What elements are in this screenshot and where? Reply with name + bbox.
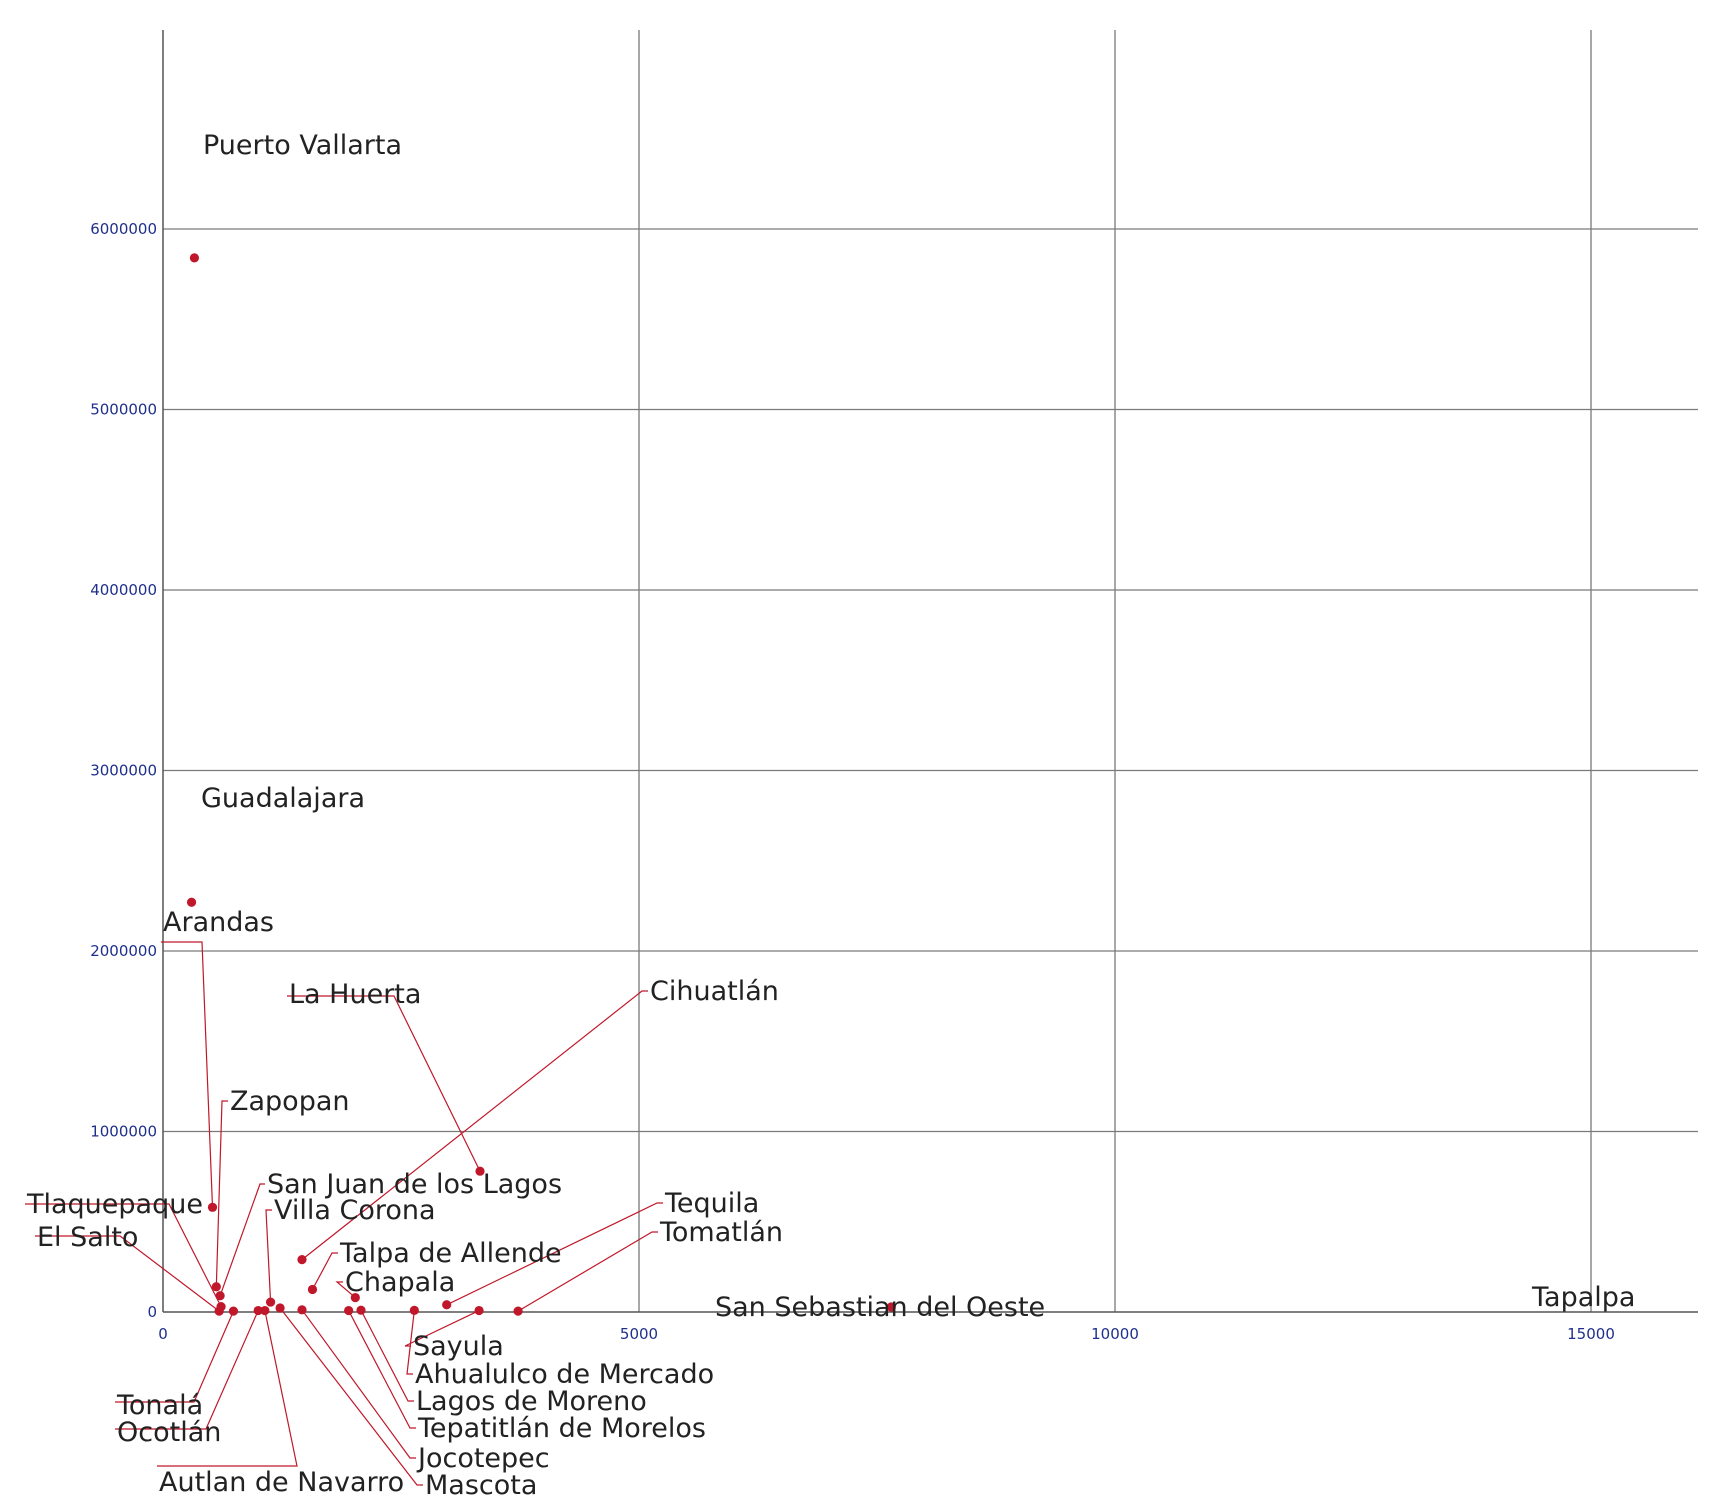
leader-line-arandas bbox=[161, 941, 214, 1208]
point-labels: Puerto Vallarta Guadalajara Arandas La Huer… bbox=[26, 130, 1635, 1501]
leader-line-lagos-de-moreno bbox=[360, 1309, 414, 1402]
leader-line-talpa-de-allende bbox=[311, 1252, 338, 1290]
leader-line-ahualulco-de-mercado bbox=[406, 1310, 415, 1375]
data-point-cihuatlan bbox=[297, 1255, 307, 1265]
leader-line-san-juan-de-los-lagos bbox=[219, 1183, 265, 1296]
point-label-cihuatlan: Cihuatlán bbox=[650, 976, 779, 1007]
tick-labels: 0500010000150002000001000000200000030000… bbox=[90, 220, 1615, 1343]
leader-line-tonala bbox=[115, 1310, 234, 1403]
point-label-talpa-de-allende: Talpa de Allende bbox=[339, 1238, 562, 1269]
leader-line-tomatlan bbox=[517, 1231, 658, 1312]
y-tick-label: 3000000 bbox=[90, 762, 157, 780]
x-tick-label: 15000 bbox=[1567, 1325, 1615, 1343]
leader-line-sayula bbox=[404, 1310, 480, 1347]
data-point-ahualulco-de-mercado bbox=[409, 1305, 419, 1315]
point-label-tonala: Tonalá bbox=[116, 1390, 203, 1421]
data-point-la-huerta bbox=[475, 1166, 485, 1176]
leader-line-el-salto bbox=[35, 1235, 220, 1312]
point-label-lagos-de-moreno: Lagos de Moreno bbox=[416, 1386, 647, 1417]
data-point-san-juan-de-los-lagos bbox=[215, 1291, 225, 1301]
point-label-guadalajara: Guadalajara bbox=[201, 783, 365, 814]
data-point-lagos-de-moreno bbox=[356, 1305, 366, 1315]
data-point-guadalajara bbox=[186, 897, 197, 907]
leader-line-tlaquepaque bbox=[25, 1203, 222, 1307]
axes bbox=[162, 30, 1698, 1313]
data-point-tlaquepaque bbox=[216, 1301, 226, 1312]
data-point-arandas bbox=[207, 1202, 218, 1212]
y-tick-label: 6000000 bbox=[90, 220, 157, 238]
point-label-tapalpa: Tapalpa bbox=[1531, 1282, 1635, 1313]
point-label-jocotepec: Jocotepec bbox=[416, 1443, 550, 1474]
leader-line-la-huerta bbox=[287, 995, 481, 1172]
point-label-zapopan: Zapopan bbox=[230, 1086, 350, 1117]
leader-line-villa-corona bbox=[265, 1209, 272, 1303]
point-label-tlaquepaque: Tlaquepaque bbox=[26, 1189, 203, 1220]
data-point-tomatlan bbox=[513, 1306, 523, 1316]
leader-line-ocotlan bbox=[115, 1310, 259, 1430]
y-tick-label: 4000000 bbox=[90, 581, 157, 599]
data-point-villa-corona bbox=[265, 1297, 276, 1307]
data-point-san-sebastian-del-oeste bbox=[886, 1302, 896, 1312]
x-tick-label: 0 bbox=[158, 1325, 168, 1343]
leader-line-autlan-de-navarro bbox=[157, 1310, 298, 1467]
y-tick-label: 0 bbox=[147, 1303, 157, 1321]
data-point-tepatitlan-de-morelos bbox=[344, 1305, 354, 1316]
x-tick-label: 5000 bbox=[620, 1325, 658, 1343]
leader-lines bbox=[25, 941, 663, 1486]
leader-line-zapopan bbox=[215, 1100, 228, 1287]
x-tick-label: 10000 bbox=[1091, 1325, 1139, 1343]
leader-line-tepatitlan-de-morelos bbox=[348, 1310, 416, 1429]
point-label-el-salto: El Salto bbox=[37, 1222, 138, 1253]
data-point-zapopan bbox=[211, 1282, 221, 1292]
point-label-la-huerta: La Huerta bbox=[289, 979, 421, 1010]
data-point-jocotepec bbox=[297, 1305, 307, 1315]
leader-line-jocotepec bbox=[301, 1309, 416, 1459]
point-label-puerto-vallarta: Puerto Vallarta bbox=[203, 130, 402, 161]
point-label-chapala: Chapala bbox=[345, 1267, 455, 1298]
data-point-talpa-de-allende bbox=[307, 1284, 318, 1295]
point-label-sayula: Sayula bbox=[413, 1331, 504, 1362]
point-label-san-sebastian-del-oeste: San Sebastian del Oeste bbox=[715, 1292, 1045, 1323]
leader-line-mascota bbox=[279, 1307, 423, 1486]
data-point-ocotlan bbox=[253, 1305, 263, 1316]
leader-line-tequila bbox=[446, 1202, 663, 1306]
point-label-ahualulco-de-mercado: Ahualulco de Mercado bbox=[415, 1359, 714, 1390]
point-label-tomatlan: Tomatlán bbox=[659, 1217, 783, 1248]
point-label-ocotlan: Ocotlán bbox=[117, 1417, 221, 1448]
point-label-villa-corona: Villa Corona bbox=[274, 1195, 436, 1226]
point-label-tepatitlan-de-morelos: Tepatitlán de Morelos bbox=[417, 1413, 706, 1444]
data-point-tonala bbox=[228, 1306, 239, 1316]
data-point-autlan-de-navarro bbox=[260, 1305, 270, 1316]
grid bbox=[163, 30, 1698, 1312]
data-point-tequila bbox=[442, 1300, 452, 1310]
y-tick-label: 1000000 bbox=[90, 1123, 157, 1141]
data-point-mascota bbox=[275, 1303, 285, 1313]
y-tick-label: 2000000 bbox=[90, 942, 157, 960]
point-label-tequila: Tequila bbox=[664, 1188, 759, 1219]
leader-line-cihuatlan bbox=[301, 990, 648, 1261]
point-label-san-juan-de-los-lagos: San Juan de los Lagos bbox=[267, 1169, 562, 1200]
leader-line-chapala bbox=[335, 1281, 356, 1299]
point-label-arandas: Arandas bbox=[163, 907, 274, 938]
point-label-autlan-de-navarro: Autlan de Navarro bbox=[159, 1467, 404, 1498]
data-point-puerto-vallarta bbox=[189, 253, 200, 263]
data-point-sayula bbox=[474, 1305, 484, 1316]
data-point-chapala bbox=[350, 1292, 360, 1303]
point-label-mascota: Mascota bbox=[425, 1470, 537, 1501]
y-tick-label: 5000000 bbox=[90, 401, 157, 419]
data-points bbox=[186, 253, 896, 1316]
